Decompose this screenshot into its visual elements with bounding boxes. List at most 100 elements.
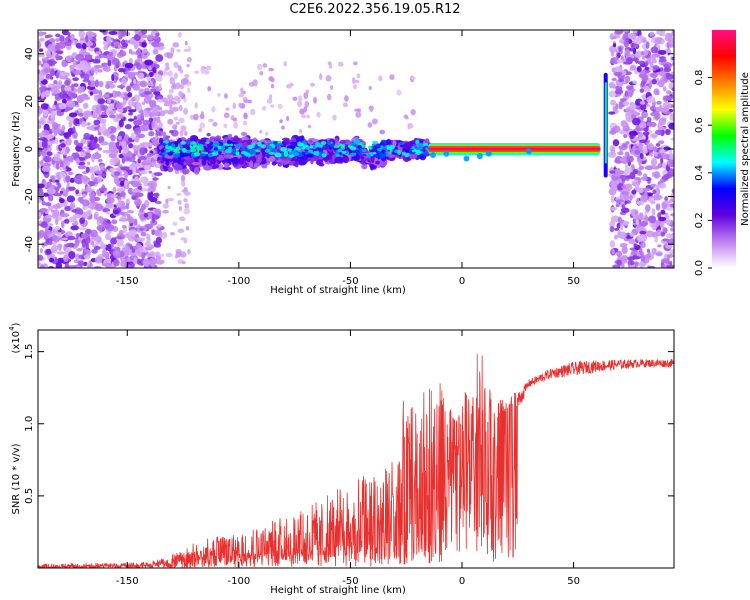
- noise-blob: [103, 222, 111, 230]
- noise-blob: [95, 170, 103, 175]
- carrier-blip: [525, 148, 532, 155]
- noise-blob: [177, 64, 182, 72]
- noise-blob: [610, 127, 617, 135]
- noise-blob: [615, 204, 620, 208]
- noise-blob: [58, 102, 67, 110]
- noise-blob: [297, 100, 302, 108]
- noise-blob: [48, 239, 53, 246]
- noise-blob: [73, 69, 82, 76]
- band-core-blob: [304, 144, 308, 148]
- noise-blob: [77, 142, 84, 147]
- band-core-blob: [379, 153, 386, 159]
- band-core-blob: [274, 152, 282, 158]
- noise-blob: [396, 89, 402, 96]
- noise-blob: [126, 210, 135, 214]
- band-blob: [334, 156, 344, 164]
- band-core-blob: [249, 149, 257, 155]
- band-core-blob: [218, 151, 222, 154]
- noise-blob: [61, 237, 68, 241]
- noise-blob: [184, 130, 188, 137]
- noise-blob: [183, 197, 188, 203]
- noise-blob: [631, 117, 641, 126]
- noise-blob: [61, 98, 67, 104]
- noise-blob: [619, 98, 627, 102]
- noise-blob: [621, 185, 628, 190]
- noise-blob: [117, 31, 122, 36]
- band-core-blob: [268, 151, 276, 155]
- noise-blob: [127, 92, 133, 98]
- noise-blob: [80, 138, 87, 145]
- band-core-blob: [199, 143, 204, 148]
- noise-blob: [38, 90, 41, 98]
- noise-blob: [653, 171, 660, 179]
- noise-blob: [77, 157, 86, 161]
- noise-blob: [39, 86, 48, 92]
- noise-blob: [178, 205, 183, 212]
- noise-blob: [127, 235, 137, 242]
- noise-blob: [158, 45, 165, 50]
- noise-blob: [77, 85, 83, 94]
- noise-blob: [155, 54, 164, 62]
- noise-blob: [614, 234, 618, 240]
- noise-blob: [52, 122, 59, 130]
- noise-blob: [72, 126, 76, 133]
- noise-blob: [189, 114, 195, 120]
- noise-blob: [122, 146, 130, 151]
- noise-blob: [353, 61, 358, 66]
- band-core-blob: [193, 152, 201, 157]
- noise-blob: [53, 209, 60, 216]
- noise-blob: [659, 148, 665, 154]
- noise-blob: [653, 110, 660, 116]
- noise-blob: [109, 114, 116, 119]
- noise-blob: [177, 228, 185, 233]
- noise-blob: [650, 200, 656, 205]
- noise-blob: [83, 254, 91, 260]
- noise-blob: [94, 203, 103, 212]
- noise-blob: [102, 248, 107, 256]
- noise-blob: [94, 256, 103, 264]
- noise-blob: [140, 231, 147, 237]
- noise-blob: [89, 91, 94, 96]
- noise-blob: [162, 231, 168, 239]
- noise-blob: [44, 230, 52, 235]
- noise-blob: [145, 107, 154, 111]
- band-core-blob: [386, 146, 394, 151]
- noise-blob: [170, 232, 175, 236]
- noise-blob: [658, 58, 667, 63]
- colorbar-tick-label: 0.6: [694, 117, 705, 133]
- noise-blob: [647, 57, 652, 64]
- noise-blob: [259, 71, 264, 76]
- noise-blob: [637, 60, 646, 65]
- band-core-blob: [297, 142, 305, 147]
- noise-blob: [66, 100, 76, 108]
- colorbar-tick-label: 0.2: [694, 212, 705, 228]
- noise-blob: [103, 45, 109, 51]
- noise-blob: [671, 61, 674, 67]
- noise-blob: [637, 30, 642, 38]
- noise-blob: [116, 167, 121, 173]
- noise-blob: [146, 233, 151, 241]
- noise-blob: [120, 191, 126, 198]
- yaxis-multiplier: (x104): [8, 322, 22, 353]
- noise-blob: [146, 152, 154, 158]
- band-core-blob: [362, 153, 367, 157]
- noise-blob: [313, 96, 317, 104]
- noise-blob: [51, 104, 57, 109]
- noise-blob: [52, 204, 61, 210]
- noise-blob: [127, 109, 137, 113]
- noise-blob: [638, 158, 642, 167]
- noise-blob: [665, 73, 674, 80]
- noise-blob: [379, 129, 386, 135]
- noise-blob: [91, 248, 98, 254]
- noise-blob: [283, 61, 287, 67]
- noise-blob: [270, 77, 275, 83]
- noise-blob: [259, 129, 263, 134]
- band-blob: [222, 166, 232, 170]
- noise-blob: [633, 37, 643, 45]
- noise-blob: [119, 166, 128, 171]
- noise-blob: [640, 241, 646, 249]
- noise-blob: [75, 189, 80, 195]
- noise-blob: [139, 147, 146, 156]
- noise-blob: [93, 213, 98, 219]
- noise-blob: [616, 222, 622, 229]
